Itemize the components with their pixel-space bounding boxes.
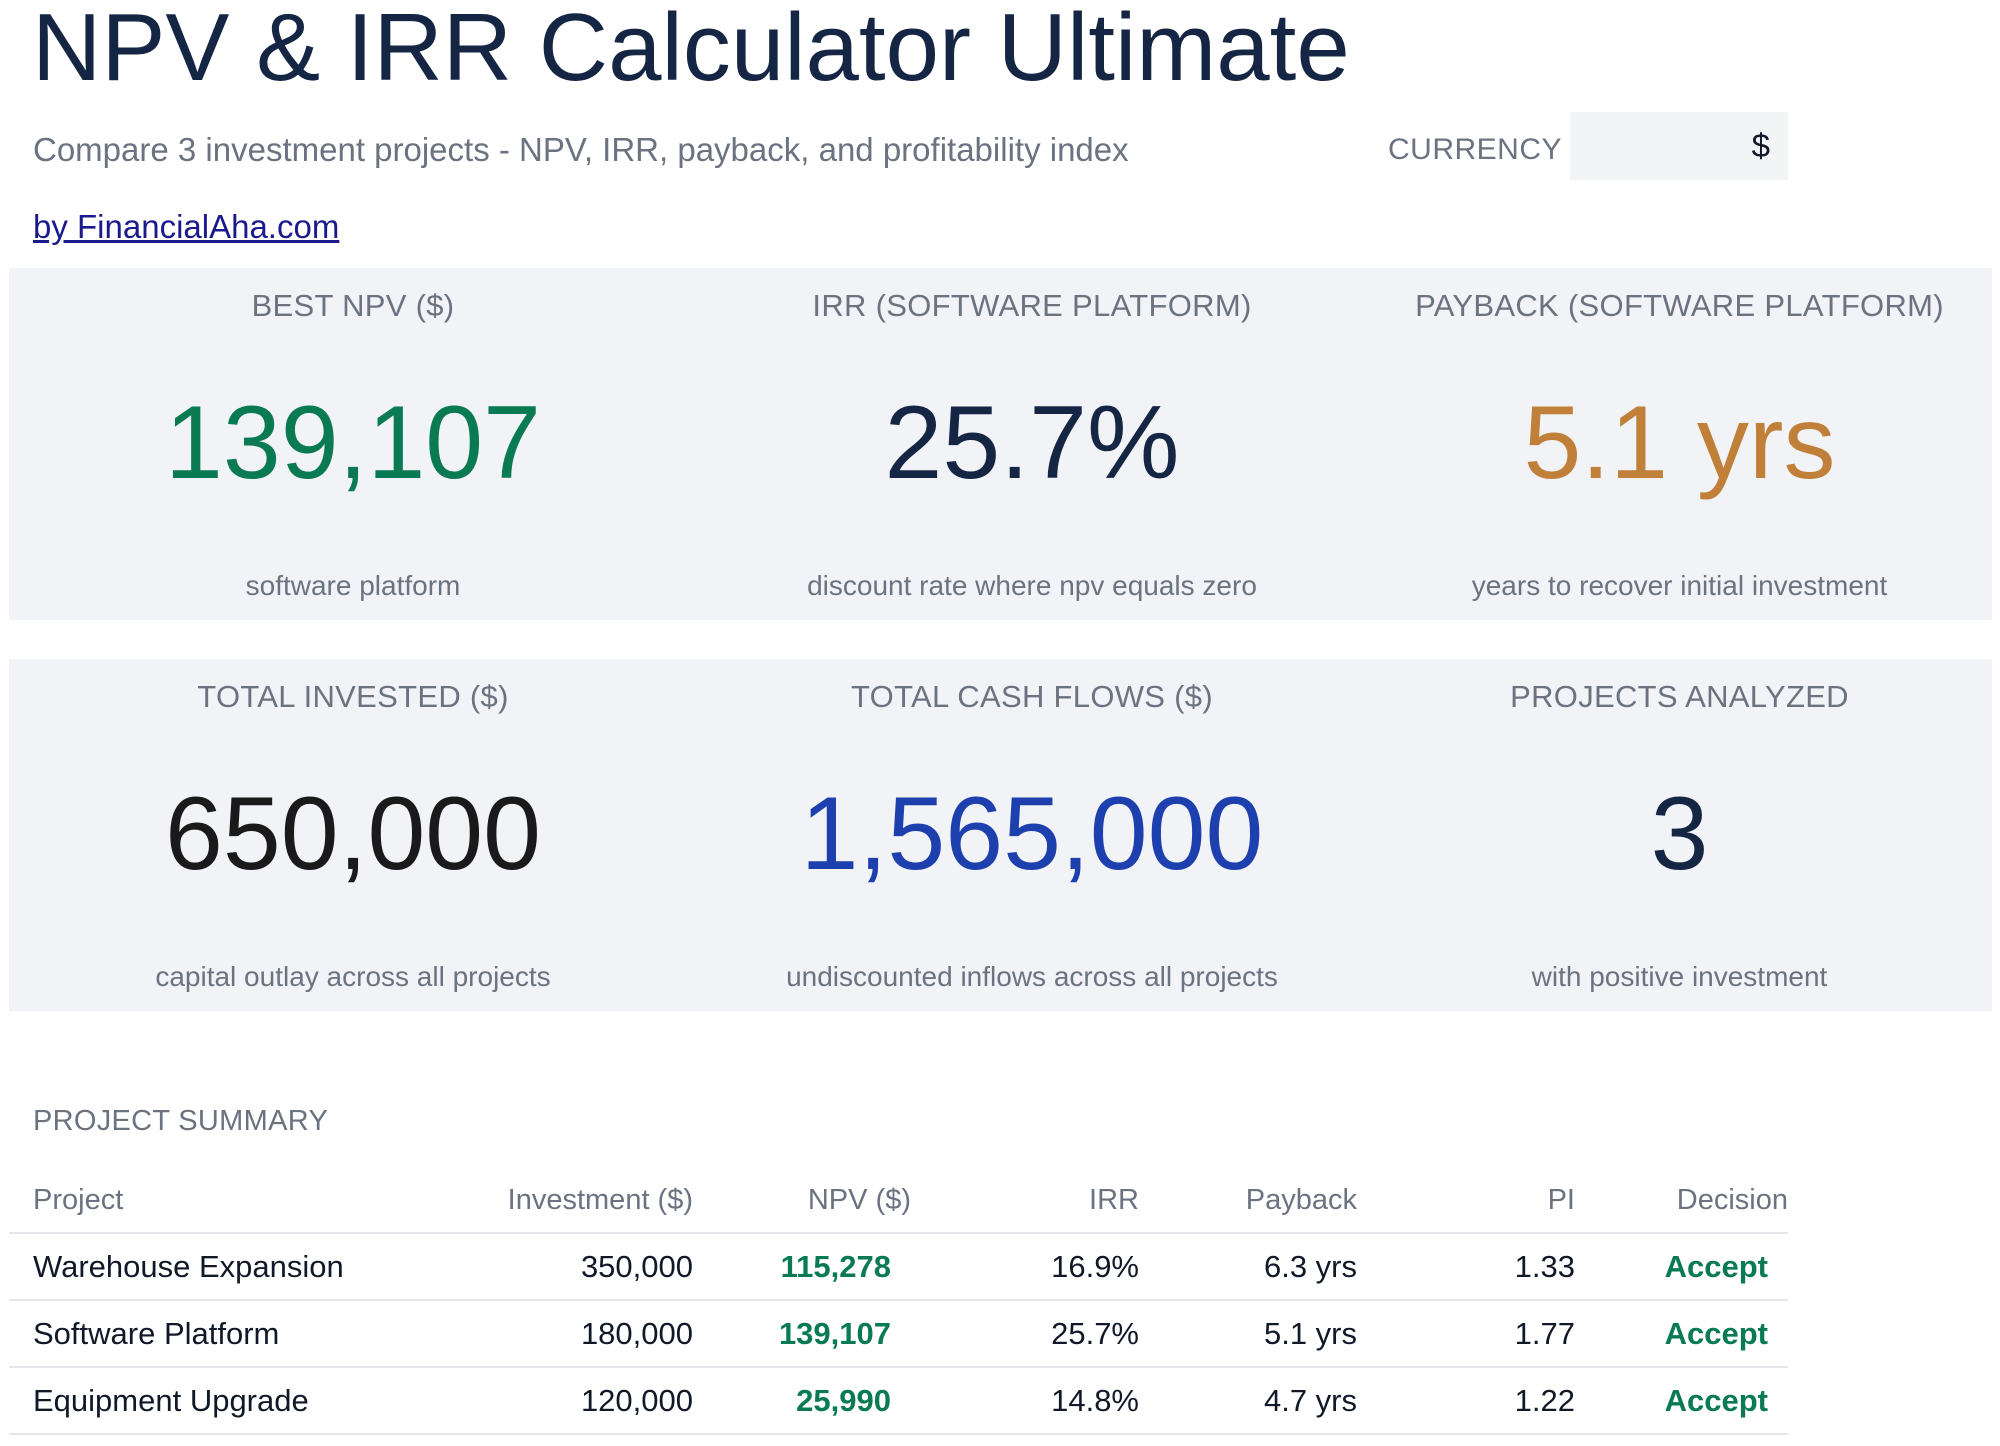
page-subtitle: Compare 3 investment projects - NPV, IRR… xyxy=(33,131,1129,168)
cell-irr: 14.8% xyxy=(1051,1383,1139,1418)
kpi-label: PAYBACK (SOFTWARE PLATFORM) xyxy=(1415,288,1944,323)
cell-decision: Accept xyxy=(1664,1383,1768,1418)
currency-input[interactable] xyxy=(1570,112,1788,180)
kpi-subtext: undiscounted inflows across all projects xyxy=(786,961,1278,992)
table-header-row: Project Investment ($) NPV ($) IRR Payba… xyxy=(9,1168,1788,1234)
kpi-label: PROJECTS ANALYZED xyxy=(1510,679,1849,714)
kpi-projects-analyzed: PROJECTS ANALYZED 3 with positive invest… xyxy=(1367,659,1992,1011)
kpi-payback: PAYBACK (SOFTWARE PLATFORM) 5.1 yrs year… xyxy=(1367,268,1992,620)
kpi-subtext: years to recover initial investment xyxy=(1471,570,1888,601)
kpi-value: 5.1 yrs xyxy=(1523,385,1836,501)
table-row: Equipment Upgrade 120,000 25,990 14.8% 4… xyxy=(9,1368,1788,1435)
cell-pi: 1.33 xyxy=(1514,1249,1575,1284)
cell-investment: 350,000 xyxy=(580,1249,693,1284)
cell-npv: 25,990 xyxy=(796,1383,891,1418)
kpi-irr: IRR (SOFTWARE PLATFORM) 25.7% discount r… xyxy=(697,268,1367,620)
cell-decision: Accept xyxy=(1664,1316,1768,1351)
cell-pi: 1.77 xyxy=(1514,1316,1575,1351)
project-summary-table: Project Investment ($) NPV ($) IRR Payba… xyxy=(9,1168,1788,1435)
kpi-subtext: with positive investment xyxy=(1531,961,1828,992)
cell-npv: 115,278 xyxy=(780,1249,891,1284)
section-title-project-summary: PROJECT SUMMARY xyxy=(33,1105,329,1137)
table-row: Software Platform 180,000 139,107 25.7% … xyxy=(9,1301,1788,1368)
kpi-label: TOTAL INVESTED ($) xyxy=(197,679,509,714)
kpi-panel-bottom: TOTAL INVESTED ($) 650,000 capital outla… xyxy=(9,659,1992,1011)
cell-payback: 6.3 yrs xyxy=(1263,1249,1357,1284)
kpi-subtext: capital outlay across all projects xyxy=(155,961,551,992)
page-title: NPV & IRR Calculator Ultimate xyxy=(32,0,1350,101)
column-header-decision: Decision xyxy=(1676,1184,1788,1216)
kpi-value: 25.7% xyxy=(884,385,1180,501)
currency-label: CURRENCY xyxy=(1388,133,1563,166)
kpi-total-invested: TOTAL INVESTED ($) 650,000 capital outla… xyxy=(9,659,697,1011)
kpi-total-cash-flows: TOTAL CASH FLOWS ($) 1,565,000 undiscoun… xyxy=(697,659,1367,1011)
kpi-label: TOTAL CASH FLOWS ($) xyxy=(851,679,1213,714)
cell-irr: 25.7% xyxy=(1051,1316,1139,1351)
cell-payback: 5.1 yrs xyxy=(1263,1316,1357,1351)
column-header-payback: Payback xyxy=(1245,1184,1357,1216)
kpi-value: 3 xyxy=(1650,776,1709,892)
cell-decision: Accept xyxy=(1664,1249,1768,1284)
kpi-value: 650,000 xyxy=(165,776,541,892)
kpi-label: IRR (SOFTWARE PLATFORM) xyxy=(812,288,1252,323)
table-row: Warehouse Expansion 350,000 115,278 16.9… xyxy=(9,1234,1788,1301)
kpi-best-npv: BEST NPV ($) 139,107 software platform xyxy=(9,268,697,620)
column-header-project: Project xyxy=(33,1184,124,1216)
cell-project: Warehouse Expansion xyxy=(33,1249,344,1284)
column-header-npv: NPV ($) xyxy=(807,1184,911,1216)
cell-project: Software Platform xyxy=(33,1316,280,1351)
kpi-value: 139,107 xyxy=(165,385,541,501)
cell-npv: 139,107 xyxy=(778,1316,891,1351)
kpi-subtext: discount rate where npv equals zero xyxy=(807,570,1257,601)
cell-irr: 16.9% xyxy=(1051,1249,1139,1284)
column-header-pi: PI xyxy=(1547,1184,1575,1216)
column-header-irr: IRR xyxy=(1089,1184,1139,1216)
kpi-subtext: software platform xyxy=(245,570,461,601)
author-link[interactable]: by FinancialAha.com xyxy=(33,208,340,245)
cell-pi: 1.22 xyxy=(1514,1383,1575,1418)
kpi-panel-top: BEST NPV ($) 139,107 software platform I… xyxy=(9,268,1992,620)
cell-project: Equipment Upgrade xyxy=(33,1383,309,1418)
column-header-investment: Investment ($) xyxy=(507,1184,693,1216)
cell-investment: 120,000 xyxy=(580,1383,693,1418)
cell-investment: 180,000 xyxy=(580,1316,693,1351)
kpi-value: 1,565,000 xyxy=(800,776,1264,892)
cell-payback: 4.7 yrs xyxy=(1263,1383,1357,1418)
kpi-label: BEST NPV ($) xyxy=(251,288,455,323)
